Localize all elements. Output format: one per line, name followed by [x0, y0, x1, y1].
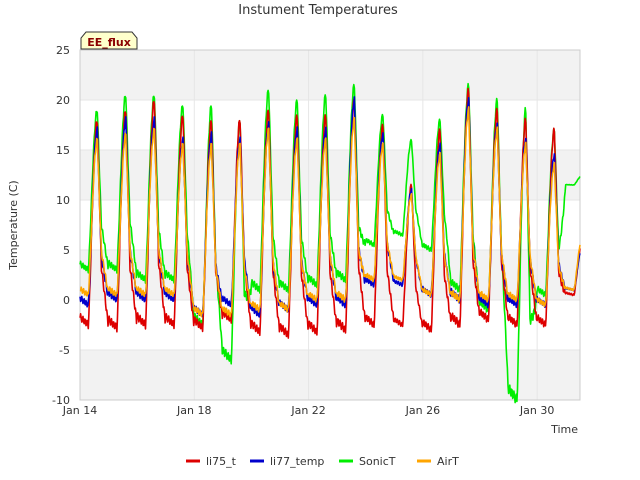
grid-band — [80, 350, 580, 400]
x-tick-label: Jan 30 — [519, 404, 554, 417]
y-tick-label: -10 — [52, 394, 70, 407]
x-axis-ticks: Jan 14 Jan 18 Jan 22 Jan 26 Jan 30 — [62, 404, 555, 417]
series-line-li75-t — [79, 87, 581, 339]
y-tick-label: 5 — [63, 244, 70, 257]
series-lines — [79, 82, 581, 404]
badge-label: EE_flux — [87, 36, 131, 49]
ee-flux-badge: EE_flux — [80, 31, 138, 50]
y-tick-label: 0 — [63, 294, 70, 307]
grid-band — [80, 150, 580, 200]
legend-label: li75_t — [206, 455, 237, 468]
legend: li75_t li77_temp SonicT AirT — [186, 455, 459, 468]
grid-band — [80, 50, 580, 100]
x-tick-label: Jan 26 — [405, 404, 440, 417]
series-line-sonict — [79, 82, 581, 404]
y-tick-label: -5 — [59, 344, 70, 357]
y-axis-label: Temperature (C) — [7, 180, 20, 270]
x-axis-label: Time — [550, 423, 578, 436]
x-tick-label: Jan 22 — [290, 404, 325, 417]
y-tick-label: 25 — [56, 44, 70, 57]
chart-title: Instument Temperatures — [238, 3, 398, 18]
series-line-airt — [79, 106, 581, 318]
plot-area — [79, 49, 581, 401]
y-tick-label: 15 — [56, 144, 70, 157]
y-tick-label: 20 — [56, 94, 70, 107]
legend-label: li77_temp — [270, 455, 324, 468]
y-tick-label: 10 — [56, 194, 70, 207]
x-tick-label: Jan 18 — [176, 404, 211, 417]
legend-label: AirT — [437, 455, 459, 468]
y-axis-ticks: -10 -5 0 5 10 15 20 25 — [52, 44, 70, 407]
legend-label: SonicT — [359, 455, 396, 468]
x-tick-label: Jan 14 — [62, 404, 97, 417]
